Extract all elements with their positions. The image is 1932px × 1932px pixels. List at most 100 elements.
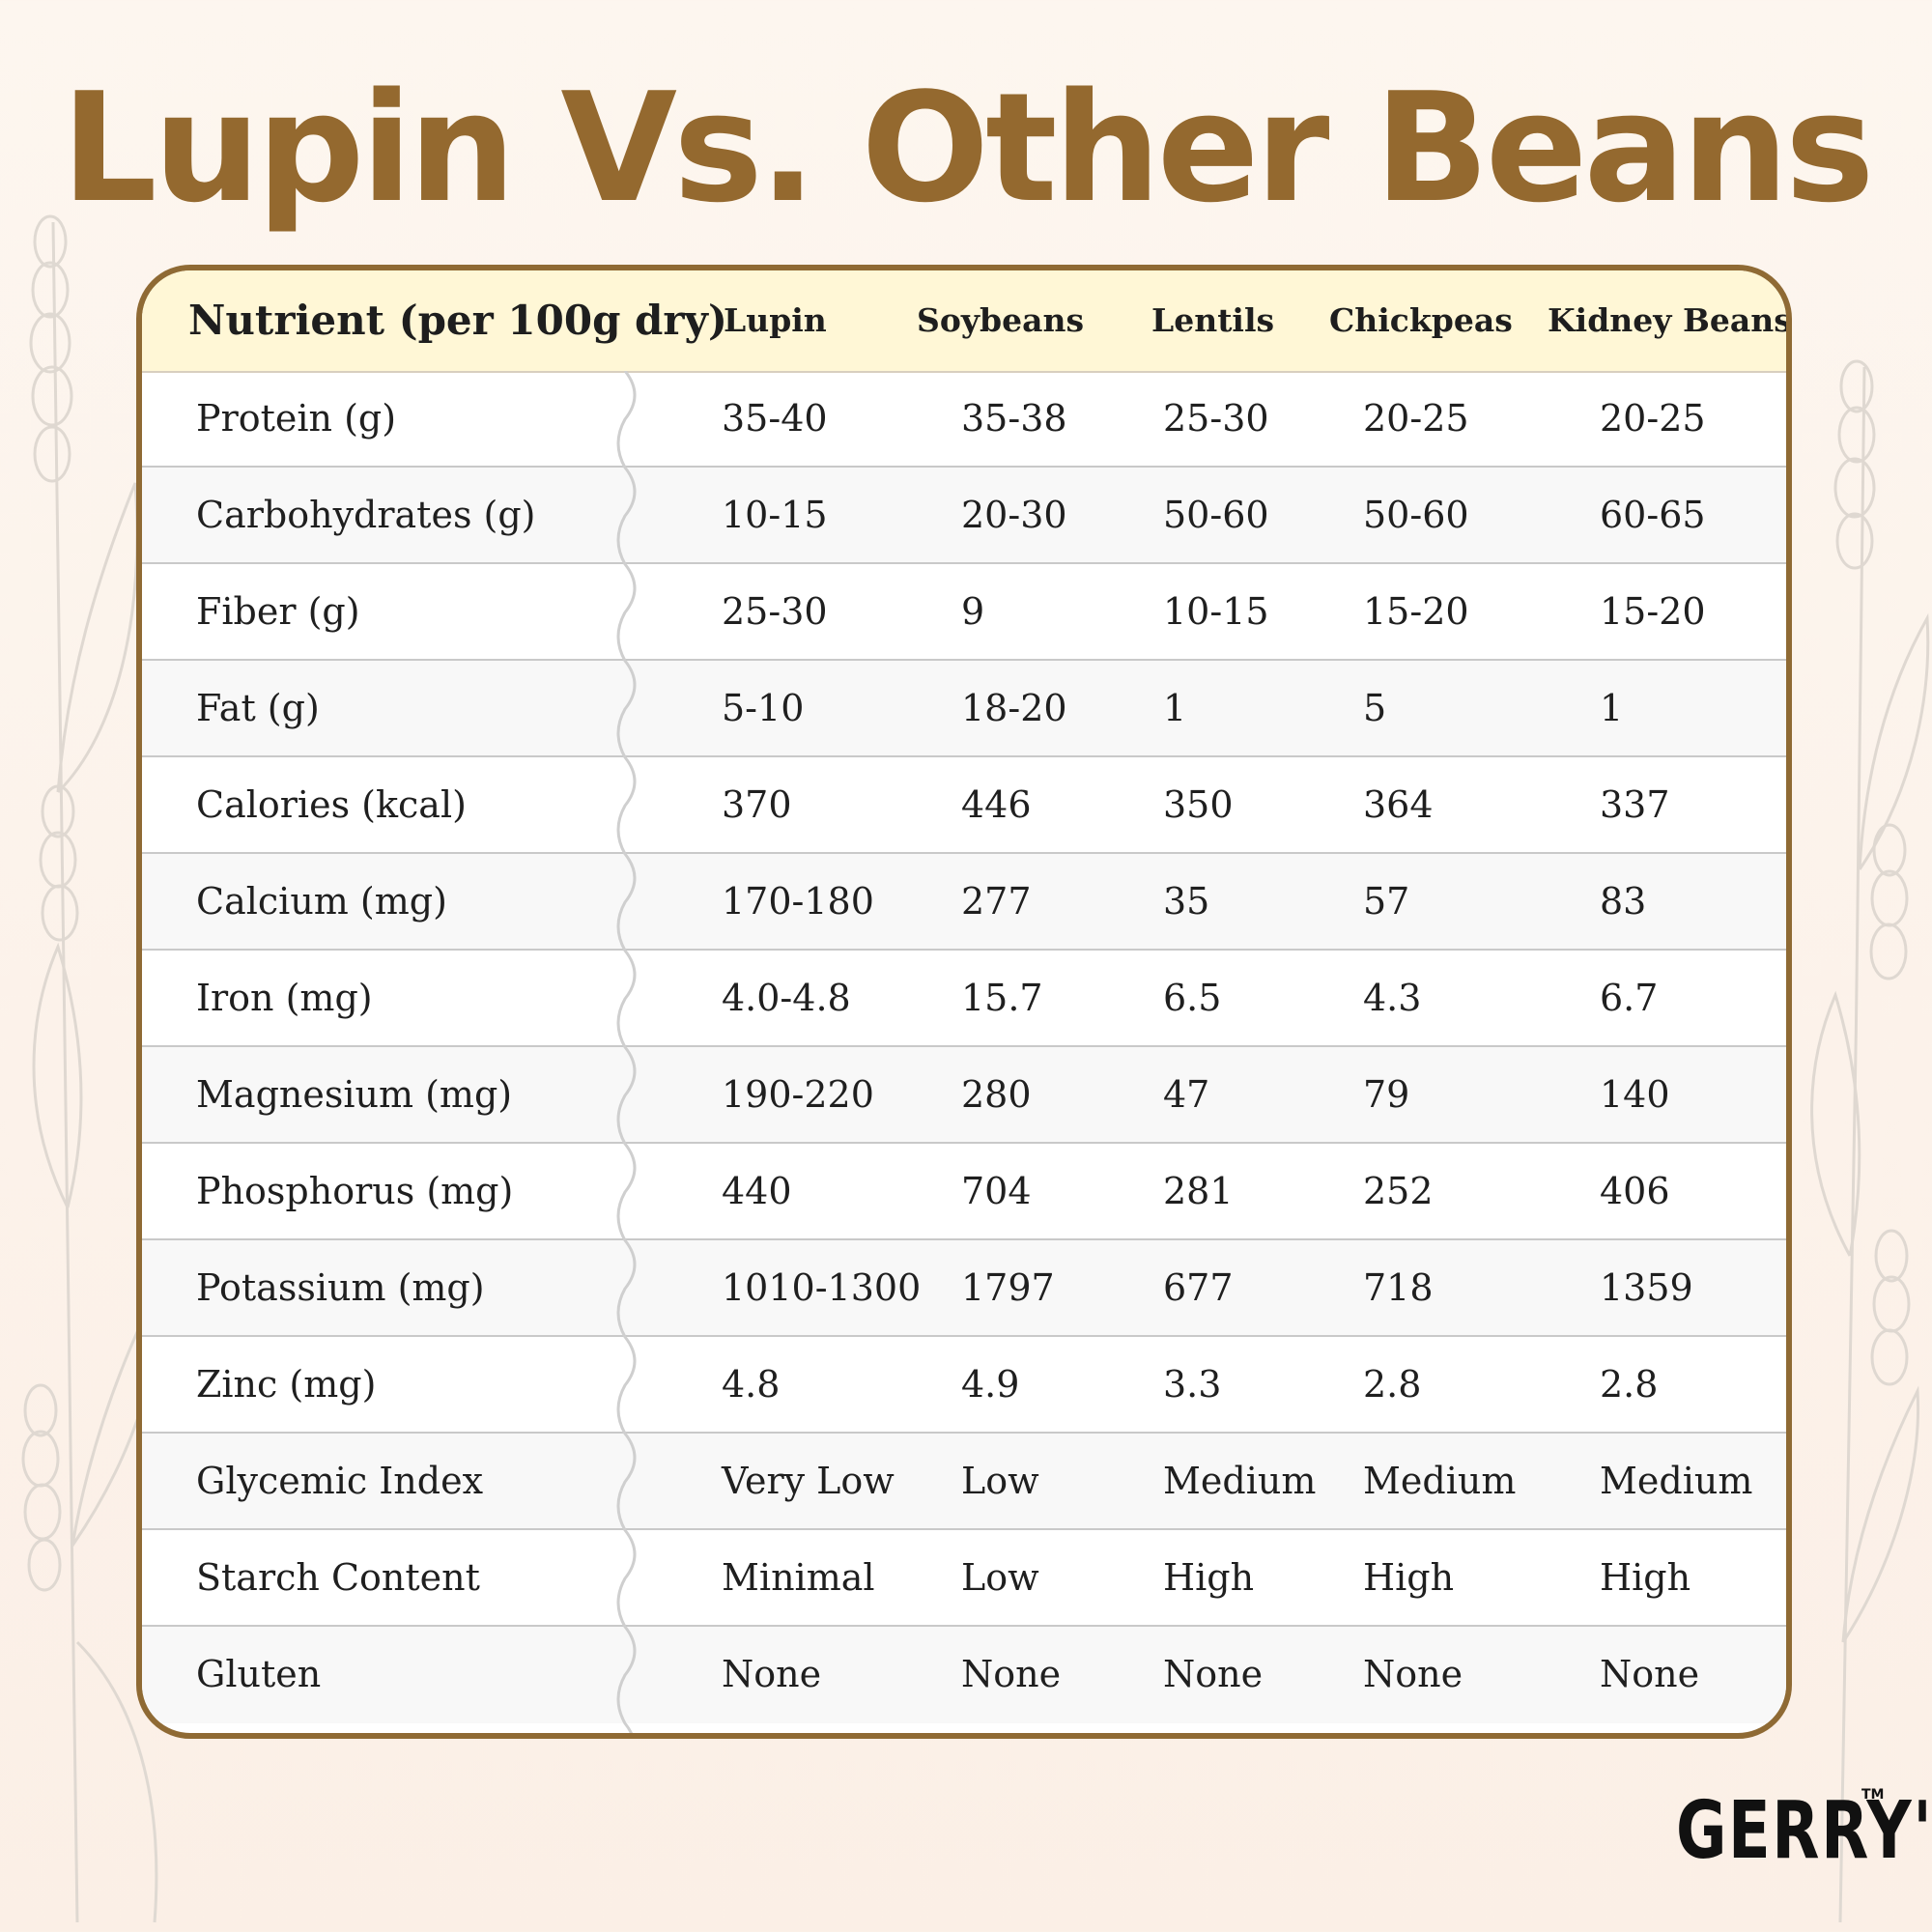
value-cell: None bbox=[1163, 1653, 1264, 1695]
value-cell: 140 bbox=[1600, 1073, 1670, 1116]
value-cell: 15-20 bbox=[1600, 590, 1706, 633]
brand-logo: GERRY'S bbox=[1676, 1785, 1932, 1877]
table-row: Starch Content Minimal Low High High Hig… bbox=[142, 1530, 1786, 1627]
value-cell: 190-220 bbox=[722, 1073, 874, 1116]
value-cell: 9 bbox=[961, 590, 985, 633]
table-row: Fat (g) 5-10 18-20 1 5 1 bbox=[142, 661, 1786, 757]
value-cell: 4.3 bbox=[1363, 977, 1422, 1019]
table-row: Carbohydrates (g) 10-15 20-30 50-60 50-6… bbox=[142, 468, 1786, 564]
value-cell: 79 bbox=[1363, 1073, 1410, 1116]
header-soybeans: Soybeans bbox=[917, 301, 1085, 339]
table-row: Calcium (mg) 170-180 277 35 57 83 bbox=[142, 854, 1786, 951]
value-cell: 446 bbox=[961, 783, 1032, 826]
value-cell: High bbox=[1163, 1556, 1255, 1599]
value-cell: High bbox=[1363, 1556, 1455, 1599]
value-cell: 10-15 bbox=[722, 494, 828, 536]
nutrient-cell: Calories (kcal) bbox=[196, 783, 467, 826]
value-cell: 6.7 bbox=[1600, 977, 1659, 1019]
wavy-divider-icon bbox=[616, 371, 637, 1733]
value-cell: Very Low bbox=[722, 1460, 895, 1502]
value-cell: 1797 bbox=[961, 1266, 1055, 1309]
value-cell: 281 bbox=[1163, 1170, 1234, 1212]
nutrient-cell: Phosphorus (mg) bbox=[196, 1170, 514, 1212]
nutrient-cell: Protein (g) bbox=[196, 397, 397, 440]
value-cell: 337 bbox=[1600, 783, 1670, 826]
value-cell: 1359 bbox=[1600, 1266, 1693, 1309]
value-cell: 4.8 bbox=[722, 1363, 781, 1406]
value-cell: 35-38 bbox=[961, 397, 1067, 440]
value-cell: 280 bbox=[961, 1073, 1032, 1116]
value-cell: 440 bbox=[722, 1170, 792, 1212]
table-row: Calories (kcal) 370 446 350 364 337 bbox=[142, 757, 1786, 854]
nutrient-cell: Fiber (g) bbox=[196, 590, 360, 633]
nutrient-cell: Magnesium (mg) bbox=[196, 1073, 513, 1116]
nutrient-cell: Iron (mg) bbox=[196, 977, 373, 1019]
value-cell: 3.3 bbox=[1163, 1363, 1222, 1406]
nutrient-cell: Calcium (mg) bbox=[196, 880, 447, 923]
table-row: Phosphorus (mg) 440 704 281 252 406 bbox=[142, 1144, 1786, 1240]
value-cell: 406 bbox=[1600, 1170, 1670, 1212]
value-cell: 35-40 bbox=[722, 397, 828, 440]
value-cell: Low bbox=[961, 1460, 1039, 1502]
table-row: Gluten None None None None None bbox=[142, 1627, 1786, 1723]
value-cell: None bbox=[1363, 1653, 1463, 1695]
table-row: Glycemic Index Very Low Low Medium Mediu… bbox=[142, 1434, 1786, 1530]
value-cell: 4.9 bbox=[961, 1363, 1020, 1406]
nutrient-cell: Potassium (mg) bbox=[196, 1266, 485, 1309]
table-row: Magnesium (mg) 190-220 280 47 79 140 bbox=[142, 1047, 1786, 1144]
value-cell: Medium bbox=[1600, 1460, 1753, 1502]
table-row: Iron (mg) 4.0-4.8 15.7 6.5 4.3 6.7 bbox=[142, 951, 1786, 1047]
value-cell: 60-65 bbox=[1600, 494, 1706, 536]
table-row: Zinc (mg) 4.8 4.9 3.3 2.8 2.8 bbox=[142, 1337, 1786, 1434]
value-cell: 5-10 bbox=[722, 687, 805, 729]
value-cell: None bbox=[1600, 1653, 1700, 1695]
value-cell: None bbox=[722, 1653, 822, 1695]
nutrient-cell: Starch Content bbox=[196, 1556, 480, 1599]
value-cell: 15-20 bbox=[1363, 590, 1469, 633]
header-lupin: Lupin bbox=[724, 301, 827, 339]
value-cell: 50-60 bbox=[1363, 494, 1469, 536]
value-cell: Minimal bbox=[722, 1556, 875, 1599]
nutrition-comparison-table: Nutrient (per 100g dry) Lupin Soybeans L… bbox=[136, 265, 1792, 1739]
value-cell: 50-60 bbox=[1163, 494, 1269, 536]
value-cell: 47 bbox=[1163, 1073, 1210, 1116]
page-title: Lupin Vs. Other Beans bbox=[61, 60, 1874, 236]
value-cell: Low bbox=[961, 1556, 1039, 1599]
value-cell: 1010-1300 bbox=[722, 1266, 922, 1309]
value-cell: 2.8 bbox=[1600, 1363, 1659, 1406]
nutrient-cell: Glycemic Index bbox=[196, 1460, 484, 1502]
table-row: Fiber (g) 25-30 9 10-15 15-20 15-20 bbox=[142, 564, 1786, 661]
value-cell: 5 bbox=[1363, 687, 1387, 729]
value-cell: 57 bbox=[1363, 880, 1410, 923]
value-cell: 350 bbox=[1163, 783, 1234, 826]
value-cell: 10-15 bbox=[1163, 590, 1269, 633]
value-cell: 2.8 bbox=[1363, 1363, 1422, 1406]
nutrient-cell: Gluten bbox=[196, 1653, 322, 1695]
header-nutrient: Nutrient (per 100g dry) bbox=[188, 297, 727, 344]
value-cell: 704 bbox=[961, 1170, 1032, 1212]
value-cell: Medium bbox=[1163, 1460, 1317, 1502]
value-cell: 718 bbox=[1363, 1266, 1434, 1309]
nutrient-cell: Zinc (mg) bbox=[196, 1363, 377, 1406]
value-cell: 364 bbox=[1363, 783, 1434, 826]
value-cell: 4.0-4.8 bbox=[722, 977, 851, 1019]
value-cell: 25-30 bbox=[722, 590, 828, 633]
value-cell: 677 bbox=[1163, 1266, 1234, 1309]
value-cell: 83 bbox=[1600, 880, 1647, 923]
value-cell: 1 bbox=[1163, 687, 1187, 729]
value-cell: 15.7 bbox=[961, 977, 1043, 1019]
value-cell: 25-30 bbox=[1163, 397, 1269, 440]
value-cell: 20-25 bbox=[1363, 397, 1469, 440]
value-cell: High bbox=[1600, 1556, 1691, 1599]
table-header: Nutrient (per 100g dry) Lupin Soybeans L… bbox=[142, 270, 1786, 373]
header-kidney-beans: Kidney Beans bbox=[1548, 301, 1792, 339]
value-cell: None bbox=[961, 1653, 1062, 1695]
value-cell: 35 bbox=[1163, 880, 1210, 923]
trademark-mark: TM bbox=[1861, 1787, 1885, 1803]
header-chickpeas: Chickpeas bbox=[1329, 301, 1513, 339]
value-cell: 370 bbox=[722, 783, 792, 826]
nutrient-cell: Fat (g) bbox=[196, 687, 320, 729]
value-cell: 277 bbox=[961, 880, 1032, 923]
value-cell: 20-25 bbox=[1600, 397, 1706, 440]
